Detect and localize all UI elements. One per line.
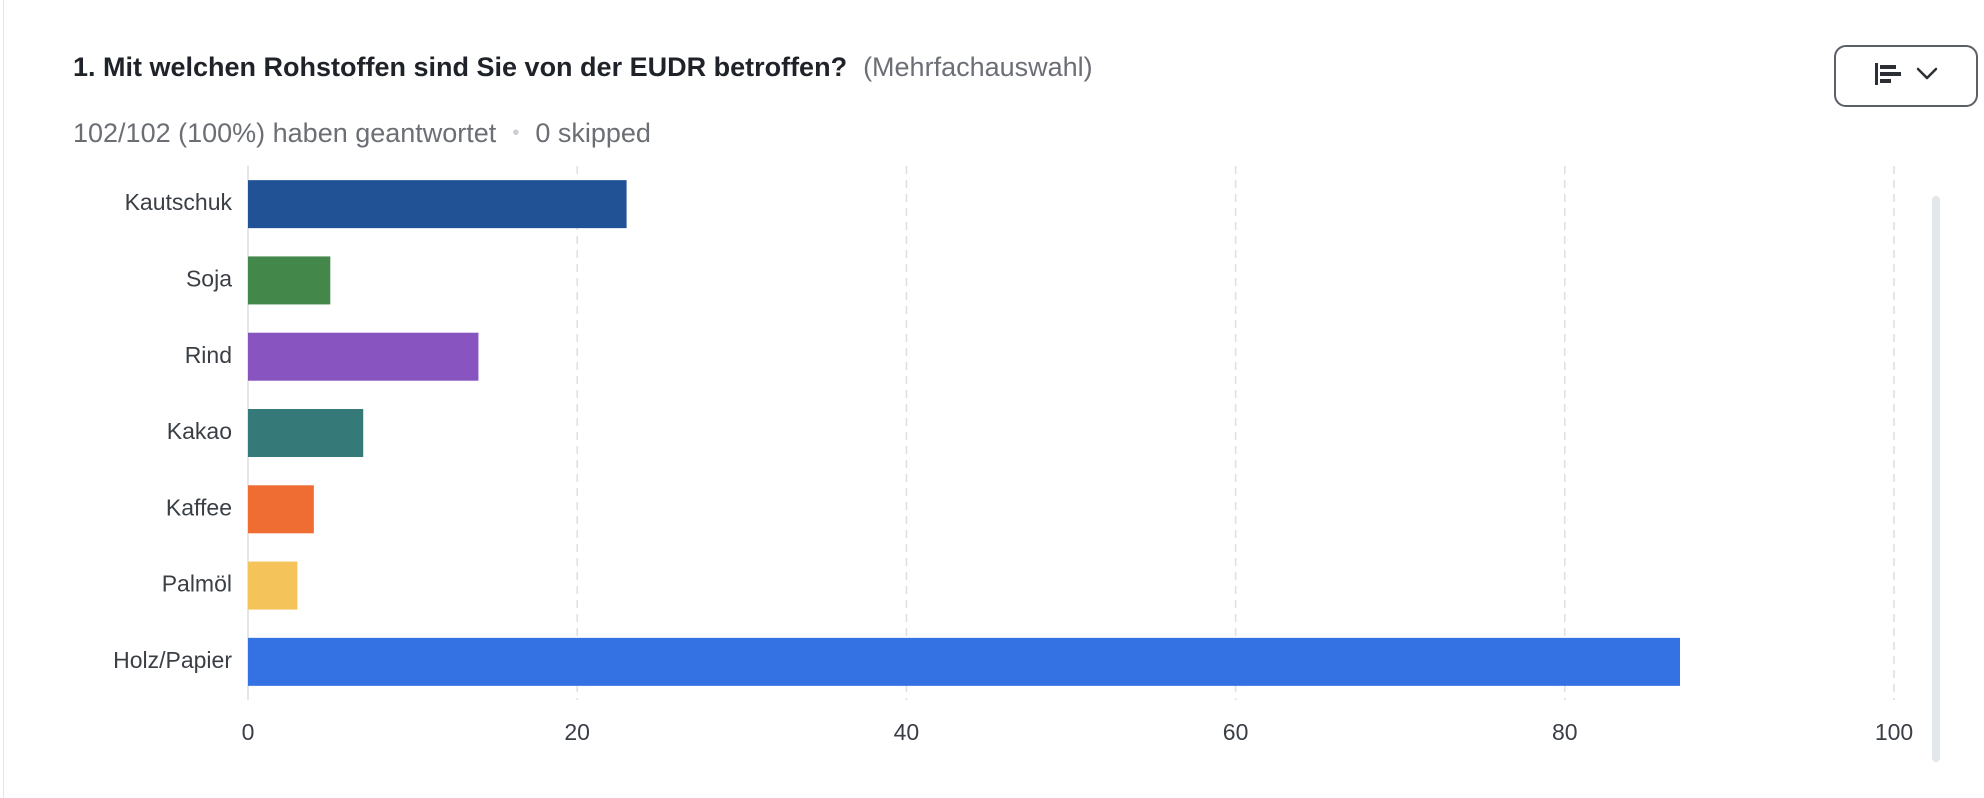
category-label: Palmöl [162, 571, 232, 597]
bar-2[interactable] [248, 332, 479, 381]
title-line: 1. Mit welchen Rohstoffen sind Sie von d… [73, 52, 1984, 83]
x-tick-label: 80 [1552, 719, 1578, 745]
chart-type-button[interactable] [1834, 45, 1978, 107]
category-label: Kakao [167, 418, 232, 444]
question-type-hint: (Mehrfachauswahl) [863, 52, 1093, 82]
separator-dot: • [512, 122, 520, 144]
category-label: Kaffee [166, 494, 232, 520]
response-summary: 102/102 (100%) haben geantwortet • 0 ski… [73, 118, 651, 149]
category-label: Rind [185, 342, 232, 368]
x-tick-label: 60 [1223, 719, 1249, 745]
bar-0[interactable] [248, 180, 627, 229]
bar-3[interactable] [248, 409, 364, 457]
bar-6[interactable] [248, 637, 1681, 686]
category-label: Holz/Papier [113, 647, 232, 673]
skipped-count: 0 skipped [535, 118, 651, 148]
bar-1[interactable] [248, 256, 331, 305]
answered-count: 102/102 (100%) haben geantwortet [73, 118, 497, 148]
x-tick-label: 100 [1875, 719, 1913, 745]
bar-5[interactable] [248, 561, 298, 610]
x-tick-label: 40 [894, 719, 920, 745]
category-label: Kautschuk [125, 189, 233, 215]
x-tick-label: 20 [564, 719, 590, 745]
horizontal-bar-chart-icon [1874, 62, 1902, 91]
x-tick-label: 0 [242, 719, 255, 745]
question-title: 1. Mit welchen Rohstoffen sind Sie von d… [73, 52, 848, 82]
chevron-down-icon [1916, 67, 1938, 86]
bar-4[interactable] [248, 485, 314, 534]
question-header: 1. Mit welchen Rohstoffen sind Sie von d… [73, 52, 1984, 148]
chart-scrollbar[interactable] [1932, 196, 1940, 762]
category-label: Soja [186, 266, 232, 292]
